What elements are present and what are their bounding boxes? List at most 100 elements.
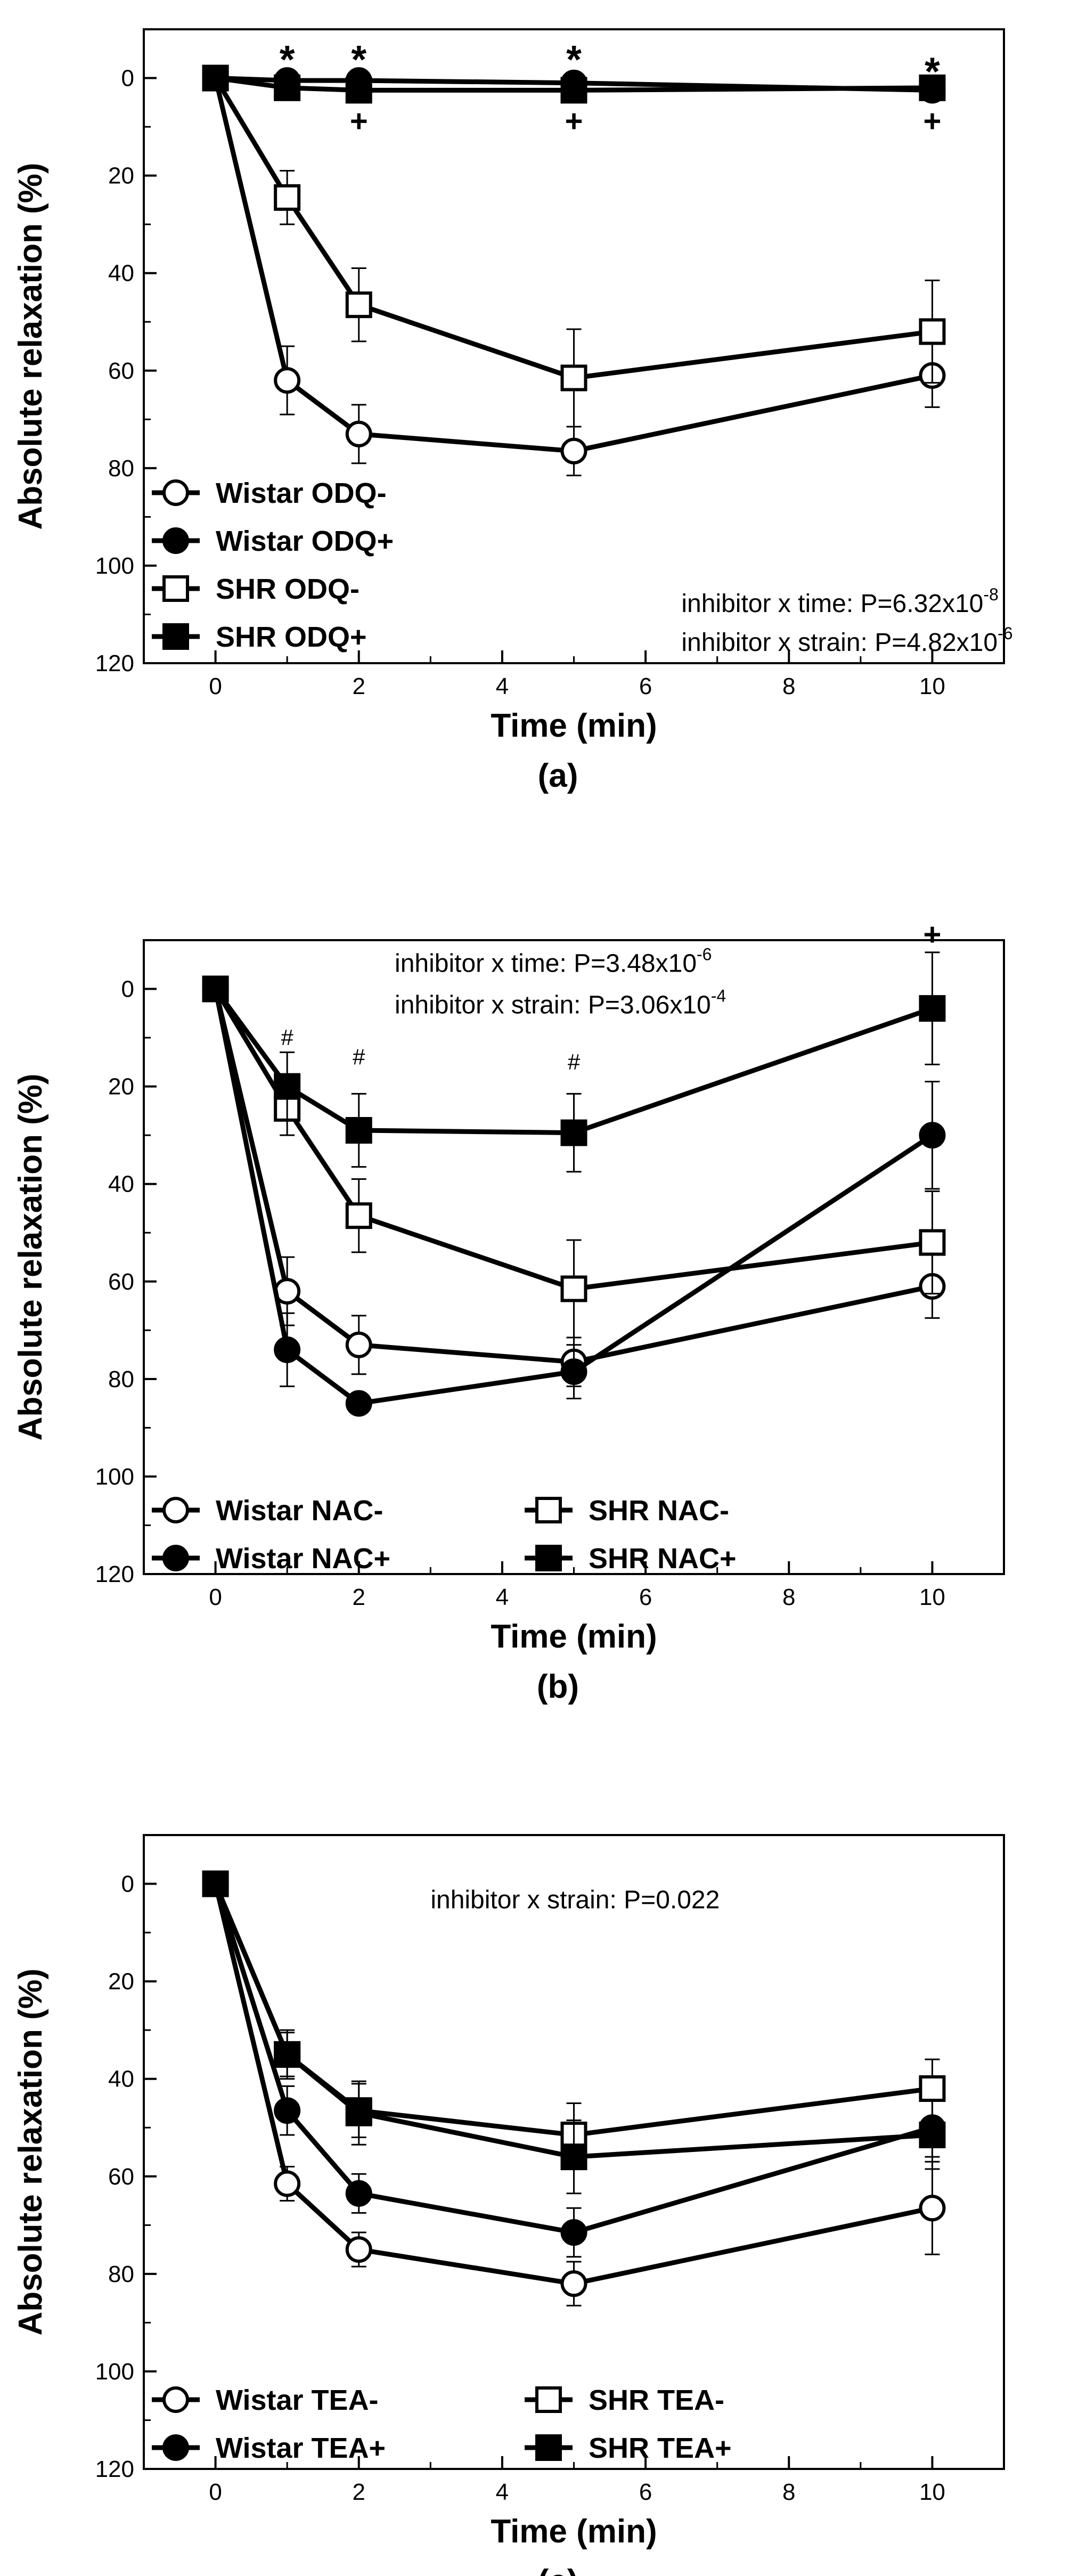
- legend-marker: [535, 2434, 562, 2461]
- data-point: [560, 1119, 587, 1146]
- legend-item-2: Wistar NAC+: [152, 1543, 390, 1575]
- data-point: [919, 2195, 946, 2222]
- y-tick-label: 120: [95, 650, 134, 676]
- significance-mark: #: [353, 1045, 365, 1070]
- series-line: [213, 1882, 933, 2138]
- x-tick-label: 4: [496, 2479, 509, 2505]
- significance-mark: +: [923, 104, 941, 138]
- y-tick-label: 60: [108, 358, 134, 384]
- x-tick-label: 8: [782, 673, 795, 699]
- data-point: [274, 2097, 301, 2124]
- legend-item-1: Wistar TEA-: [152, 2384, 379, 2416]
- y-axis-title: Absolute relaxation (%): [12, 1969, 49, 2336]
- data-point: [274, 2041, 301, 2068]
- series-2: [202, 975, 946, 1417]
- significance-mark: +: [923, 917, 941, 952]
- y-tick-label: 60: [108, 2164, 134, 2190]
- significance-mark: *: [925, 50, 940, 94]
- legend: Wistar NAC- Wistar NAC+ SHR NAC- SHR NAC+: [152, 1495, 737, 1575]
- significance-mark: *: [280, 37, 295, 81]
- legend-item-3: SHR NAC-: [525, 1495, 729, 1527]
- legend-marker: [162, 527, 189, 554]
- stat-annotation: inhibitor x strain: P=0.022: [430, 1886, 720, 1914]
- data-point: [274, 74, 301, 101]
- data-point: [274, 2170, 301, 2197]
- chart-panel-2: 0 20 40 60 80 100 120 0 2 4 6 8 10 Time (min) Absolute…: [12, 917, 1005, 1705]
- legend-marker: [162, 1545, 189, 1571]
- legend-item-4: SHR NAC+: [525, 1543, 737, 1575]
- y-tick-label: 40: [108, 260, 134, 287]
- data-point: [345, 1390, 372, 1417]
- data-point: [345, 2236, 372, 2263]
- stat-annotation: inhibitor x strain: P=3.06x10-4: [395, 986, 726, 1019]
- legend-label: Wistar NAC+: [216, 1543, 390, 1575]
- x-tick-label: 8: [782, 1584, 795, 1610]
- legend-label: SHR TEA+: [589, 2432, 732, 2464]
- significance-mark: *: [351, 37, 366, 81]
- data-point: [919, 2121, 946, 2148]
- legend-item-2: Wistar TEA+: [152, 2432, 386, 2464]
- x-tick-label: 0: [209, 1584, 222, 1610]
- x-axis-title: Time (min): [491, 1618, 657, 1655]
- significance-mark: *: [566, 37, 582, 81]
- legend-item-3: SHR TEA-: [525, 2384, 724, 2416]
- data-point: [274, 184, 301, 211]
- stat-annotation: inhibitor x time: P=3.48x10-6: [395, 945, 712, 978]
- x-tick-label: 0: [209, 2479, 222, 2505]
- y-tick-label: 20: [108, 1074, 134, 1100]
- data-point: [202, 64, 229, 92]
- legend: Wistar ODQ- Wistar ODQ+ SHR ODQ- SHR ODQ+: [152, 477, 394, 653]
- series-1: [202, 1870, 946, 2306]
- significance-mark: +: [350, 104, 368, 138]
- series-4: [202, 951, 946, 1173]
- legend-label: SHR NAC+: [589, 1543, 737, 1575]
- legend-item-4: SHR TEA+: [525, 2432, 732, 2464]
- significance-mark: #: [281, 1025, 293, 1050]
- y-axis-title: Absolute relaxation (%): [12, 163, 49, 530]
- data-point: [919, 1122, 946, 1149]
- series-2: [202, 1870, 946, 2258]
- y-tick-label: 80: [108, 1366, 134, 1392]
- y-tick-label: 60: [108, 1269, 134, 1295]
- data-point: [560, 2219, 587, 2246]
- y-tick-label: 80: [108, 2261, 134, 2287]
- legend: Wistar TEA- Wistar TEA+ SHR TEA- SHR TEA+: [152, 2384, 732, 2464]
- y-tick-label: 0: [121, 66, 134, 92]
- data-point: [202, 975, 229, 1002]
- data-point: [919, 2075, 946, 2102]
- data-point: [202, 1870, 229, 1897]
- data-point: [345, 1117, 372, 1144]
- legend-item-1: Wistar NAC-: [152, 1495, 383, 1527]
- y-tick-label: 40: [108, 1171, 134, 1197]
- chart-panel-3: 0 20 40 60 80 100 120 0 2 4 6 8 10 Time (min) Absolute…: [12, 1834, 1005, 2576]
- panel-label: (c): [538, 2563, 578, 2576]
- data-point: [919, 995, 946, 1022]
- data-point: [560, 77, 587, 104]
- y-tick-label: 80: [108, 455, 134, 482]
- stat-annotation: inhibitor x strain: P=4.82x10-6: [681, 624, 1012, 657]
- x-axis-title: Time (min): [491, 707, 657, 744]
- stat-label: inhibitor x strain: P=0.022: [430, 1886, 720, 1914]
- legend-label: Wistar TEA+: [216, 2432, 386, 2464]
- data-point: [345, 291, 372, 319]
- x-tick-label: 2: [353, 2479, 365, 2505]
- stat-label: inhibitor x time: P=6.32x10: [681, 590, 983, 618]
- legend-item-4: SHR ODQ+: [152, 621, 367, 653]
- legend-marker: [535, 2386, 562, 2413]
- y-tick-label: 100: [95, 553, 134, 579]
- y-tick-label: 20: [108, 163, 134, 189]
- panel-label: (a): [538, 757, 578, 794]
- data-point: [919, 74, 946, 101]
- x-tick-label: 6: [639, 1584, 652, 1610]
- legend-item-2: Wistar ODQ+: [152, 525, 394, 557]
- legend-marker: [162, 623, 189, 650]
- legend-marker: [162, 2434, 189, 2461]
- legend-item-1: Wistar ODQ-: [152, 477, 387, 509]
- y-tick-label: 120: [95, 2456, 134, 2482]
- data-point: [560, 1358, 587, 1385]
- y-tick-label: 100: [95, 2359, 134, 2385]
- legend-label: Wistar ODQ-: [216, 477, 387, 509]
- data-point: [345, 2099, 372, 2126]
- y-tick-label: 0: [121, 976, 134, 1002]
- data-point: [560, 2143, 587, 2171]
